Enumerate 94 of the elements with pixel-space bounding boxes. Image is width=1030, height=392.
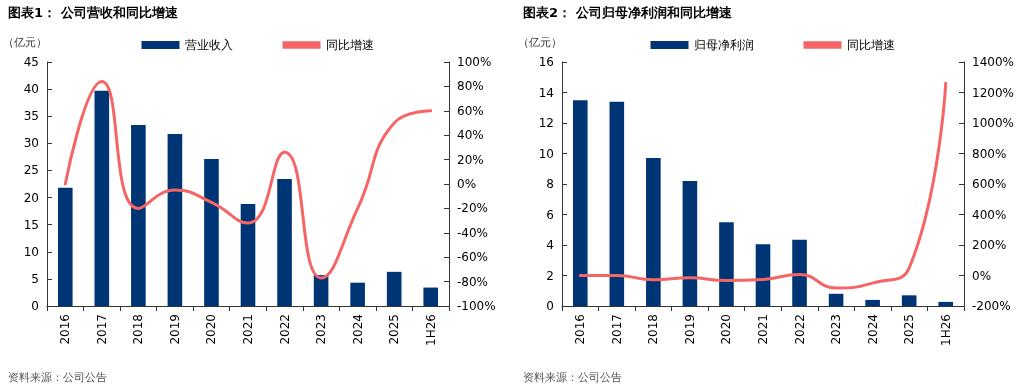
y-tick-label: 14: [538, 85, 554, 100]
y-tick-label: 5: [31, 271, 39, 286]
bar: [57, 187, 73, 306]
x-tick-label: 2019: [682, 314, 697, 345]
chart-title: 图表1： 公司营收和同比增速: [8, 4, 178, 22]
x-tick-label: 2022: [792, 314, 807, 345]
y2-tick-label: -200%: [972, 299, 1011, 313]
bar: [167, 134, 183, 306]
x-tick-label: 2020: [204, 314, 219, 345]
y2-tick-label: 100%: [457, 55, 492, 69]
x-tick-label: 2017: [609, 314, 624, 345]
y2-tick-label: 1000%: [972, 116, 1014, 130]
x-tick-label: 2017: [94, 314, 109, 345]
x-tick-label: 2020: [719, 314, 734, 345]
chart-title: 图表2： 公司归母净利润和同比增速: [523, 4, 732, 22]
bar: [901, 295, 917, 306]
y2-tick-label: -60%: [457, 250, 489, 265]
text: 资料来源：公司公告: [523, 370, 622, 385]
y-tick-label: 16: [538, 55, 554, 69]
y-tick-label: 2: [546, 268, 554, 283]
y2-tick-label: 0%: [972, 268, 992, 283]
x-tick-label: 2021: [241, 314, 255, 345]
bar: [94, 90, 110, 306]
y2-tick-label: -80%: [457, 274, 489, 289]
y2-tick-label: 1200%: [972, 85, 1014, 100]
y2-tick-label: 800%: [972, 146, 1007, 161]
y2-tick-label: 400%: [972, 207, 1007, 222]
x-tick-label: 2023: [829, 314, 844, 345]
x-tick-label: 2018: [131, 314, 146, 345]
x-tick-label: 2024: [350, 314, 365, 345]
y-tick-label: 6: [546, 207, 554, 222]
y2-tick-label: 20%: [457, 152, 484, 167]
bar: [386, 271, 402, 306]
y-tick-label: 0: [31, 299, 39, 313]
legend-label: 归母净利润: [693, 38, 754, 52]
bar: [792, 239, 807, 306]
y-tick-label: 25: [23, 163, 39, 178]
y-tick-label: 40: [23, 82, 39, 97]
legend-label: 同比增速: [846, 38, 895, 52]
x-tick-label: 2016: [58, 314, 73, 345]
y2-tick-label: 600%: [972, 177, 1007, 191]
y2-tick-label: 60%: [457, 103, 484, 118]
y2-tick-label: 80%: [457, 79, 484, 94]
y-tick-label: 0: [546, 299, 554, 313]
bar: [938, 301, 954, 306]
bar: [423, 287, 439, 306]
y2-tick-label: 200%: [972, 238, 1007, 252]
bar: [204, 159, 219, 306]
y-tick-label: 15: [23, 217, 39, 232]
y-tick-label: 8: [546, 177, 554, 191]
bar: [682, 180, 698, 306]
bar: [828, 293, 844, 306]
y-axis-title: （亿元）: [518, 36, 562, 49]
x-tick-label: 2025: [902, 314, 917, 345]
x-tick-label: 2021: [756, 314, 770, 345]
y2-tick-label: -20%: [457, 201, 489, 216]
y-tick-label: 35: [23, 109, 39, 124]
y2-tick-label: 40%: [457, 128, 484, 143]
y-tick-label: 30: [23, 136, 39, 151]
y-axis-title: （亿元）: [3, 36, 47, 49]
y-tick-label: 20: [23, 190, 39, 205]
x-tick-label: 2023: [314, 314, 329, 345]
bar: [865, 299, 880, 306]
line-series: [63, 80, 433, 280]
y2-tick-label: 1400%: [972, 55, 1014, 69]
bar: [646, 158, 661, 306]
y-tick-label: 10: [538, 146, 554, 161]
y2-tick-label: -100%: [457, 299, 496, 313]
x-tick-label: 1H26: [938, 314, 953, 346]
x-tick-label: 2016: [573, 314, 588, 345]
bar: [609, 101, 625, 306]
bar: [572, 100, 588, 306]
bar: [350, 282, 365, 306]
bar: [755, 244, 771, 306]
legend-label: 营业收入: [184, 38, 233, 52]
y-tick-label: 4: [546, 238, 554, 252]
x-tick-label: 2022: [277, 314, 292, 345]
line-series: [578, 81, 948, 290]
x-tick-label: 2019: [167, 314, 182, 345]
y2-tick-label: -40%: [457, 225, 489, 240]
bar: [719, 222, 734, 306]
y2-tick-label: 0%: [457, 177, 477, 191]
x-tick-label: 2018: [646, 314, 661, 345]
y-tick-label: 45: [23, 55, 39, 69]
x-tick-label: 2024: [865, 314, 880, 345]
x-tick-label: 1H26: [423, 314, 438, 346]
bar: [240, 204, 256, 306]
x-tick-label: 2025: [387, 314, 402, 345]
legend-label: 同比增速: [325, 38, 374, 52]
bar: [277, 179, 292, 306]
text: 资料来源：公司公告: [8, 370, 107, 385]
y-tick-label: 12: [538, 116, 554, 130]
y-tick-label: 10: [23, 244, 39, 259]
bar: [131, 124, 146, 306]
